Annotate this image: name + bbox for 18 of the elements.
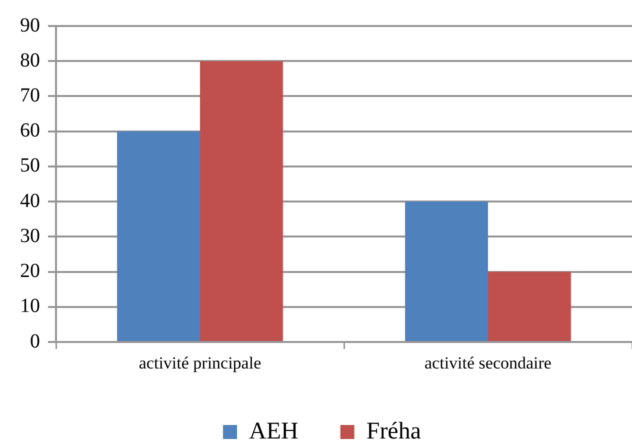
y-tick-label: 90 <box>20 14 40 36</box>
y-tick-label: 70 <box>20 84 40 106</box>
x-tick-label: activité secondaire <box>424 354 552 373</box>
y-tick-label: 0 <box>30 330 40 352</box>
legend-label: Fréha <box>366 418 422 444</box>
legend-label: AEH <box>249 418 298 444</box>
y-tick-label: 20 <box>20 260 40 282</box>
x-tick-label: activité principale <box>138 354 262 373</box>
bar <box>488 272 571 341</box>
y-tick-label: 50 <box>20 154 40 177</box>
y-tick-label: 30 <box>20 224 40 247</box>
bar <box>405 202 488 341</box>
y-tick-label: 60 <box>20 120 40 142</box>
bar <box>200 61 283 341</box>
y-tick-label: 40 <box>20 190 40 212</box>
y-tick-label: 80 <box>20 49 40 72</box>
y-tick-label: 10 <box>20 295 40 318</box>
bar <box>117 131 200 341</box>
